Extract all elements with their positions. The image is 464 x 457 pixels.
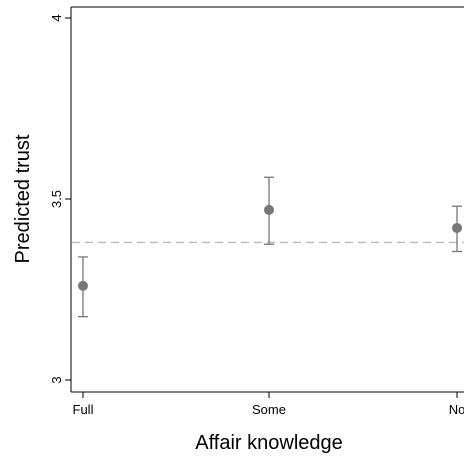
data-point	[452, 222, 462, 233]
y-tick-label: 3	[49, 376, 64, 383]
x-axis-title: Affair knowledge	[195, 432, 343, 454]
x-tick-label: No	[449, 402, 464, 417]
x-axis: Full Some No	[73, 392, 464, 417]
data-marks	[78, 176, 462, 318]
x-tick-label: Some	[252, 402, 286, 417]
data-point	[264, 204, 274, 215]
x-tick-label: Full	[73, 402, 94, 417]
y-tick-label: 3.5	[49, 190, 64, 208]
data-point	[78, 280, 88, 291]
y-axis-title: Predicted trust	[12, 134, 34, 263]
y-axis: 33.54	[49, 14, 71, 384]
y-tick-label: 4	[49, 14, 64, 21]
plot-frame	[70, 6, 464, 393]
